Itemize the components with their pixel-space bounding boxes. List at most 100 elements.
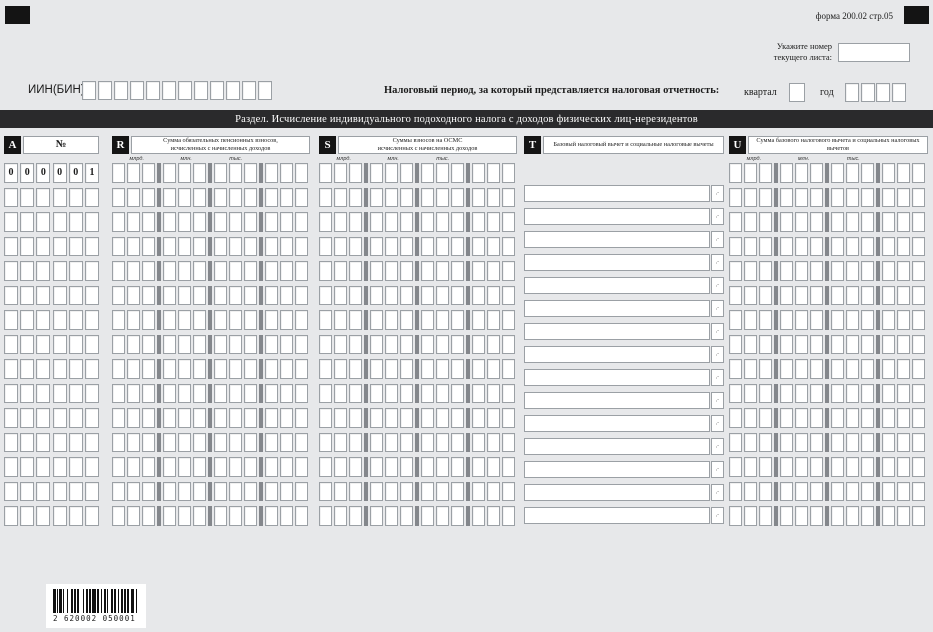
u-digit-cell[interactable] xyxy=(912,408,925,428)
r-digit-cell[interactable] xyxy=(265,163,278,183)
r-digit-cell[interactable] xyxy=(163,236,176,256)
r-digit-cell[interactable] xyxy=(265,310,278,330)
u-digit-cell[interactable] xyxy=(759,236,772,256)
s-digit-cell[interactable] xyxy=(436,163,449,183)
u-digit-cell[interactable] xyxy=(846,310,859,330)
u-digit-cell[interactable] xyxy=(795,334,808,354)
a-digit-cell[interactable] xyxy=(4,432,18,452)
s-digit-cell[interactable] xyxy=(400,383,413,403)
deduction-amount-input[interactable] xyxy=(524,415,710,432)
u-digit-cell[interactable] xyxy=(861,408,874,428)
s-digit-cell[interactable] xyxy=(349,310,362,330)
a-digit-cell[interactable] xyxy=(52,236,67,256)
a-digit-cell[interactable] xyxy=(36,481,51,501)
a-digit-cell[interactable] xyxy=(52,334,67,354)
u-digit-cell[interactable] xyxy=(759,334,772,354)
s-digit-cell[interactable] xyxy=(451,212,464,232)
s-digit-cell[interactable] xyxy=(487,187,500,207)
s-digit-cell[interactable] xyxy=(502,383,515,403)
r-digit-cell[interactable] xyxy=(229,310,242,330)
u-digit-cell[interactable] xyxy=(846,359,859,379)
r-digit-cell[interactable] xyxy=(142,212,155,232)
r-digit-cell[interactable] xyxy=(214,236,227,256)
year-cell[interactable] xyxy=(891,83,906,102)
s-digit-cell[interactable] xyxy=(400,212,413,232)
r-digit-cell[interactable] xyxy=(229,359,242,379)
year-cell[interactable] xyxy=(860,83,875,102)
a-digit-cell[interactable] xyxy=(68,506,83,526)
s-digit-cell[interactable] xyxy=(421,285,434,305)
u-digit-cell[interactable] xyxy=(846,285,859,305)
s-digit-cell[interactable] xyxy=(334,261,347,281)
s-digit-cell[interactable] xyxy=(334,187,347,207)
s-digit-cell[interactable] xyxy=(319,383,332,403)
s-digit-cell[interactable] xyxy=(502,334,515,354)
s-digit-cell[interactable] xyxy=(487,481,500,501)
u-digit-cell[interactable] xyxy=(795,408,808,428)
s-digit-cell[interactable] xyxy=(421,334,434,354)
s-digit-cell[interactable] xyxy=(385,481,398,501)
s-digit-cell[interactable] xyxy=(472,481,485,501)
u-digit-cell[interactable] xyxy=(780,432,793,452)
s-digit-cell[interactable] xyxy=(436,457,449,477)
s-digit-cell[interactable] xyxy=(421,432,434,452)
a-digit-cell[interactable] xyxy=(36,334,51,354)
u-digit-cell[interactable] xyxy=(861,457,874,477)
r-digit-cell[interactable] xyxy=(265,236,278,256)
u-digit-cell[interactable] xyxy=(882,506,895,526)
r-digit-cell[interactable] xyxy=(280,383,293,403)
u-digit-cell[interactable] xyxy=(897,383,910,403)
r-digit-cell[interactable] xyxy=(244,334,257,354)
a-digit-cell[interactable] xyxy=(20,212,35,232)
r-digit-cell[interactable] xyxy=(280,432,293,452)
s-digit-cell[interactable] xyxy=(349,481,362,501)
u-digit-cell[interactable] xyxy=(831,236,844,256)
u-digit-cell[interactable] xyxy=(780,236,793,256)
u-digit-cell[interactable] xyxy=(729,481,742,501)
r-digit-cell[interactable] xyxy=(214,285,227,305)
r-digit-cell[interactable] xyxy=(163,383,176,403)
s-digit-cell[interactable] xyxy=(472,359,485,379)
r-digit-cell[interactable] xyxy=(142,383,155,403)
r-digit-cell[interactable] xyxy=(244,408,257,428)
u-digit-cell[interactable] xyxy=(810,481,823,501)
u-digit-cell[interactable] xyxy=(795,359,808,379)
u-digit-cell[interactable] xyxy=(729,383,742,403)
s-digit-cell[interactable] xyxy=(472,212,485,232)
u-digit-cell[interactable] xyxy=(897,236,910,256)
r-digit-cell[interactable] xyxy=(295,261,308,281)
u-digit-cell[interactable] xyxy=(759,163,772,183)
u-digit-cell[interactable] xyxy=(810,359,823,379)
s-digit-cell[interactable] xyxy=(502,285,515,305)
r-digit-cell[interactable] xyxy=(280,236,293,256)
r-digit-cell[interactable] xyxy=(265,408,278,428)
r-digit-cell[interactable] xyxy=(295,383,308,403)
s-digit-cell[interactable] xyxy=(400,506,413,526)
r-digit-cell[interactable] xyxy=(112,481,125,501)
u-digit-cell[interactable] xyxy=(744,310,757,330)
s-digit-cell[interactable] xyxy=(436,310,449,330)
u-digit-cell[interactable] xyxy=(810,212,823,232)
r-digit-cell[interactable] xyxy=(214,212,227,232)
s-digit-cell[interactable] xyxy=(334,408,347,428)
u-digit-cell[interactable] xyxy=(846,187,859,207)
r-digit-cell[interactable] xyxy=(295,457,308,477)
r-digit-cell[interactable] xyxy=(244,506,257,526)
year-cell[interactable] xyxy=(876,83,890,102)
u-digit-cell[interactable] xyxy=(861,261,874,281)
u-digit-cell[interactable] xyxy=(882,163,895,183)
u-digit-cell[interactable] xyxy=(780,163,793,183)
u-digit-cell[interactable] xyxy=(861,383,874,403)
a-digit-cell[interactable] xyxy=(68,310,83,330)
a-digit-cell[interactable] xyxy=(20,506,35,526)
s-digit-cell[interactable] xyxy=(400,187,413,207)
s-digit-cell[interactable] xyxy=(487,212,500,232)
r-digit-cell[interactable] xyxy=(112,359,125,379)
r-digit-cell[interactable] xyxy=(295,481,308,501)
a-digit-cell[interactable] xyxy=(4,310,18,330)
s-digit-cell[interactable] xyxy=(400,359,413,379)
u-digit-cell[interactable] xyxy=(810,163,823,183)
a-digit-cell[interactable] xyxy=(4,285,18,305)
s-digit-cell[interactable] xyxy=(487,163,500,183)
s-digit-cell[interactable] xyxy=(334,285,347,305)
